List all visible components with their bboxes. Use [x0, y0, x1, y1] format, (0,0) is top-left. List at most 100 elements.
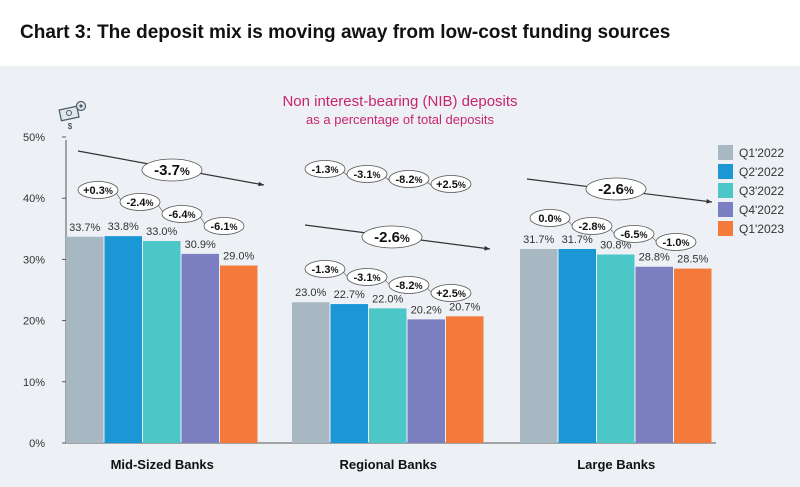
trend-arrowhead [484, 245, 490, 251]
change-label: -6.5% [621, 229, 648, 241]
bar [558, 248, 596, 443]
change-label: +0.3% [83, 185, 113, 197]
bar [520, 248, 558, 443]
page-title: Chart 3: The deposit mix is moving away … [20, 22, 671, 43]
bar-value-label: 20.7% [449, 301, 480, 313]
change-bubble [161, 205, 203, 223]
change-bubble [388, 276, 430, 294]
bar-value-label: 33.8% [108, 221, 139, 233]
legend-label: Q1'2022 [739, 146, 784, 160]
change-bubble [203, 217, 245, 235]
legend-label: Q1'2023 [739, 222, 784, 236]
legend: Q1'2022 Q2'2022 Q3'2022 Q4'2022 Q1'2023 [718, 145, 784, 236]
change-label: -2.8% [579, 221, 606, 233]
legend-swatch [718, 164, 733, 179]
change-label: +2.5% [436, 288, 466, 300]
money-gear-icon: $ [58, 100, 87, 131]
change-bubble [77, 181, 119, 199]
bar-value-label: 23.0% [295, 287, 326, 299]
svg-text:$: $ [68, 122, 73, 131]
annotations: -3.7% +0.3% -2.4% -6.4% -6.1% -1.3% -3.1% -8.2%… [77, 150, 713, 302]
change-label: -3.7% [154, 162, 190, 179]
y-tick-label: 0% [29, 438, 45, 450]
bar-value-label: 30.8% [600, 240, 631, 252]
change-label: -2.4% [127, 197, 154, 209]
category-label: Mid-Sized Banks [111, 457, 214, 472]
change-label: -8.2% [396, 280, 423, 292]
change-bubble [655, 233, 697, 251]
change-bubble [119, 193, 161, 211]
y-axis: 0% 10% 20% 30% 40% 50% [23, 132, 66, 450]
legend-swatch [718, 145, 733, 160]
change-label: -2.6% [598, 181, 634, 198]
change-label: -3.1% [354, 272, 381, 284]
bar-value-label: 30.9% [185, 239, 216, 251]
change-label: -8.2% [396, 174, 423, 186]
bar [220, 265, 258, 443]
legend-label: Q2'2022 [739, 165, 784, 179]
change-bubble [585, 177, 647, 201]
bars: 33.7% 33.8% 33.0% 30.9% 29.0% Mid-Sized Banks… [66, 221, 712, 472]
bar [292, 302, 330, 443]
chart-title: Non interest-bearing (NIB) deposits [282, 93, 517, 110]
bar [104, 236, 142, 443]
bar-value-label: 28.5% [677, 254, 708, 266]
bar-value-label: 31.7% [523, 234, 554, 246]
change-label: 0.0% [538, 213, 561, 225]
chart-subtitle: as a percentage of total deposits [306, 112, 494, 127]
change-label: -1.3% [312, 264, 339, 276]
change-bubble [430, 284, 472, 302]
trend-arrowhead [706, 198, 712, 204]
legend-label: Q3'2022 [739, 184, 784, 198]
bar [66, 236, 104, 443]
change-bubble [141, 158, 203, 182]
change-bubble [346, 165, 388, 183]
bar-value-label: 22.0% [372, 293, 403, 305]
bar [369, 308, 407, 443]
category-label: Large Banks [577, 457, 655, 472]
category-label: Regional Banks [339, 457, 437, 472]
bar-value-label: 31.7% [562, 234, 593, 246]
legend-label: Q4'2022 [739, 203, 784, 217]
bar [597, 254, 635, 443]
change-label: -1.3% [312, 164, 339, 176]
y-tick-label: 10% [23, 377, 45, 389]
change-bubble [388, 170, 430, 188]
change-bubble [529, 209, 571, 227]
bar [446, 316, 484, 443]
bar [674, 268, 712, 443]
y-tick-label: 50% [23, 132, 45, 144]
change-bubble [571, 217, 613, 235]
change-bubble [361, 225, 423, 249]
legend-swatch [718, 183, 733, 198]
bar [635, 266, 673, 443]
y-tick-label: 30% [23, 254, 45, 266]
bar [330, 304, 368, 443]
bar-value-label: 33.0% [146, 226, 177, 238]
bar-value-label: 29.0% [223, 251, 254, 263]
change-bubble [430, 175, 472, 193]
legend-swatch [718, 202, 733, 217]
y-tick-label: 20% [23, 316, 45, 328]
y-tick-label: 40% [23, 193, 45, 205]
change-bubble [346, 268, 388, 286]
legend-swatch [718, 221, 733, 236]
change-label: +2.5% [436, 179, 466, 191]
trend-arrowhead [258, 181, 264, 187]
bar-value-label: 28.8% [639, 252, 670, 264]
change-bubble [304, 160, 346, 178]
bar-value-label: 20.2% [411, 304, 442, 316]
change-label: -6.4% [169, 209, 196, 221]
bar-value-label: 33.7% [69, 222, 100, 234]
change-label: -3.1% [354, 169, 381, 181]
change-bubble [613, 225, 655, 243]
change-label: -6.1% [211, 221, 238, 233]
change-label: -1.0% [663, 237, 690, 249]
bar-value-label: 22.7% [334, 289, 365, 301]
bar [143, 241, 181, 443]
change-bubble [304, 260, 346, 278]
bar [407, 319, 445, 443]
bar [181, 253, 219, 443]
change-label: -2.6% [374, 229, 410, 246]
